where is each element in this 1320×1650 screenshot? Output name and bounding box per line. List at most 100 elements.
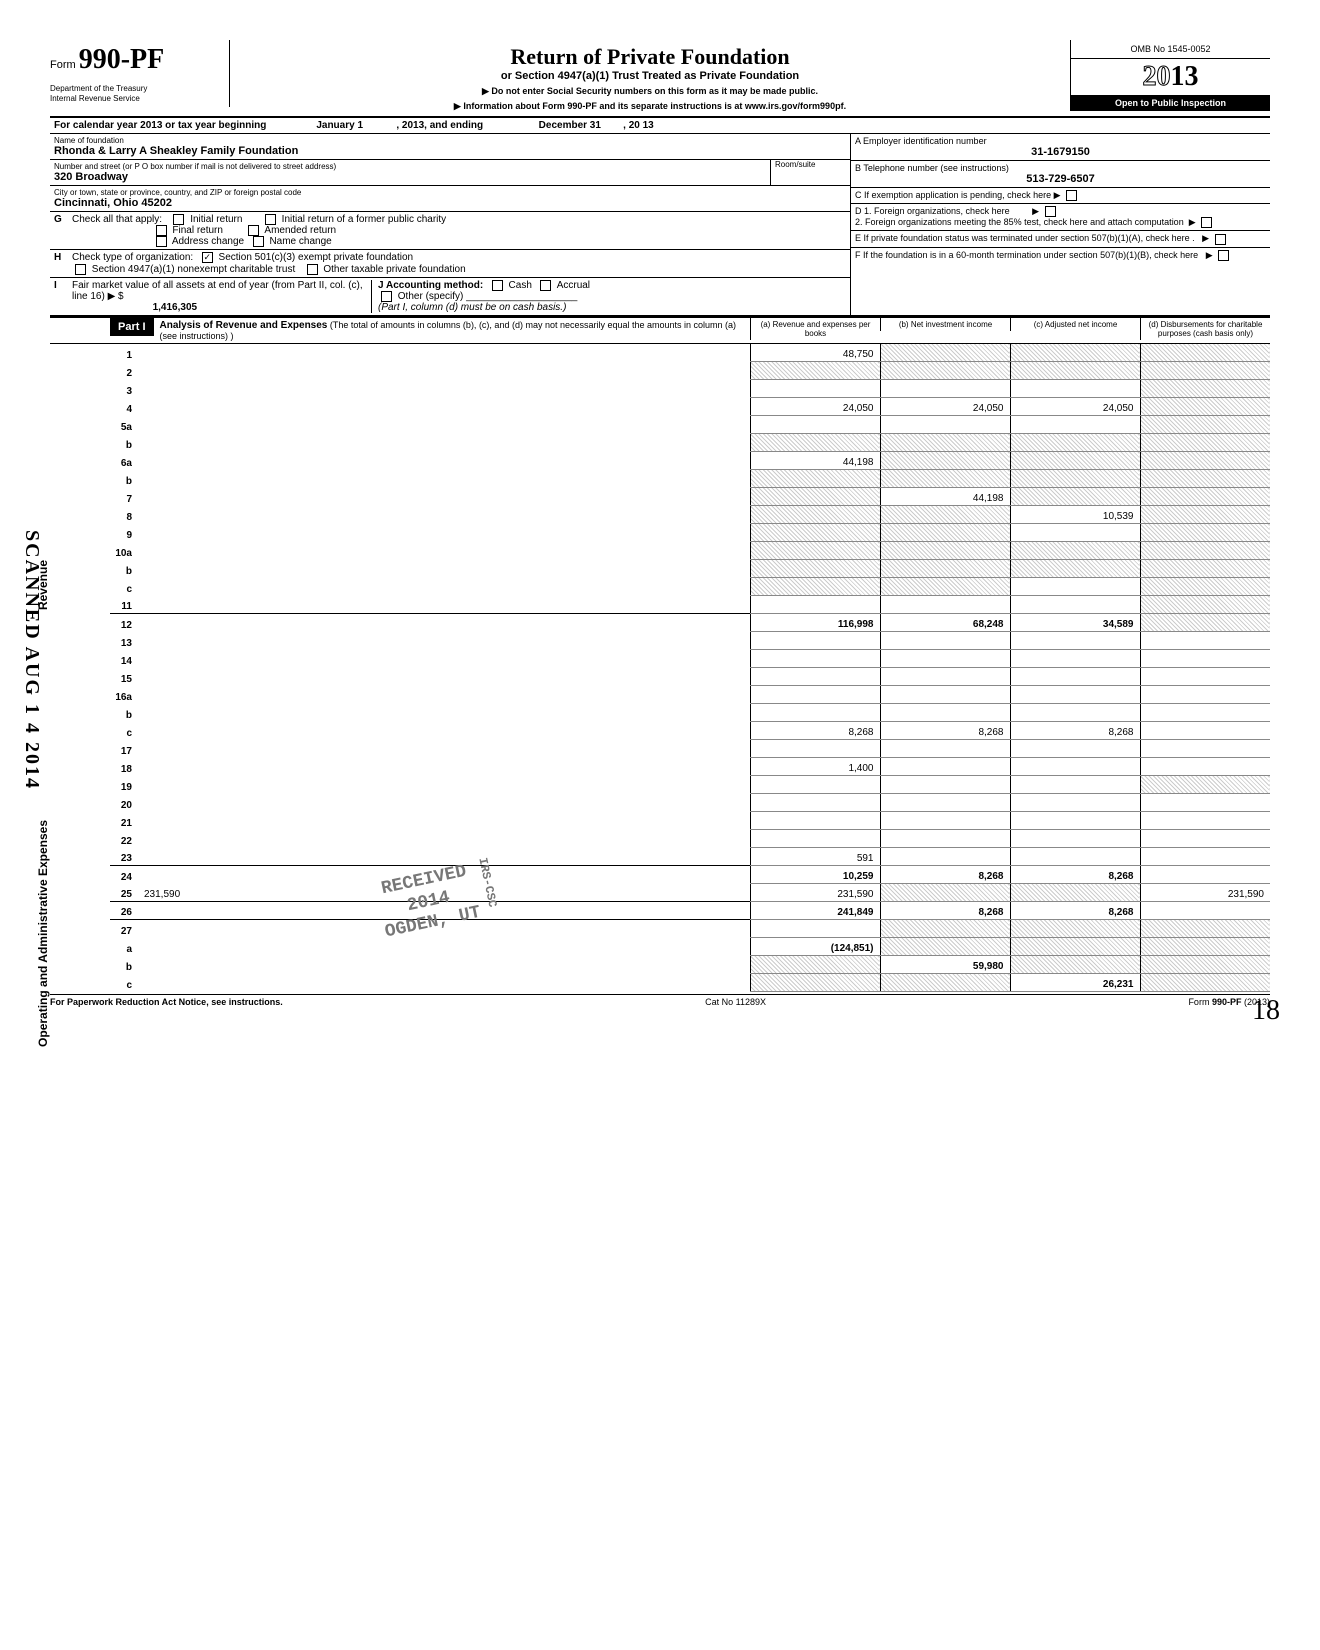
cb-addr-change[interactable]	[156, 236, 167, 247]
cb-501c3[interactable]: ✓	[202, 252, 213, 263]
h-opt2: Section 4947(a)(1) nonexempt charitable …	[92, 264, 295, 275]
line-description	[140, 488, 750, 506]
amount-cell	[750, 560, 880, 578]
line-number: 9	[110, 524, 140, 542]
amount-cell	[880, 938, 1010, 956]
cb-d2[interactable]	[1201, 217, 1212, 228]
line-description	[140, 848, 750, 866]
h-label: Check type of organization:	[72, 253, 193, 264]
cb-name-change[interactable]	[253, 236, 264, 247]
amount-cell	[1010, 362, 1140, 380]
line-description	[140, 362, 750, 380]
amount-cell: 59,980	[880, 956, 1010, 974]
amount-cell	[750, 740, 880, 758]
amount-cell	[1140, 614, 1270, 632]
amount-cell	[1010, 380, 1140, 398]
amount-cell: 44,198	[880, 488, 1010, 506]
cb-other-tax[interactable]	[307, 264, 318, 275]
amount-cell	[1010, 704, 1140, 722]
cb-e[interactable]	[1215, 234, 1226, 245]
line-number: 5a	[110, 416, 140, 434]
cb-final[interactable]	[156, 225, 167, 236]
line-description	[140, 632, 750, 650]
line-description	[140, 398, 750, 416]
line-number: c	[110, 974, 140, 992]
cb-accrual[interactable]	[540, 280, 551, 291]
amount-cell	[1140, 488, 1270, 506]
line-description	[140, 722, 750, 740]
amount-cell	[1010, 740, 1140, 758]
line-description	[140, 506, 750, 524]
amount-cell	[1010, 758, 1140, 776]
amount-cell	[750, 578, 880, 596]
amount-cell	[1140, 848, 1270, 866]
amount-cell: 44,198	[750, 452, 880, 470]
amount-cell	[880, 560, 1010, 578]
line-number: 15	[110, 668, 140, 686]
j-accrual: Accrual	[557, 280, 590, 291]
amount-cell	[1140, 398, 1270, 416]
line-description	[140, 542, 750, 560]
tax-year: 2013	[1071, 59, 1270, 95]
part1-table: 148,75023424,05024,05024,0505ab6a44,198b…	[110, 344, 1270, 993]
cb-f[interactable]	[1218, 250, 1229, 261]
h-letter: H	[54, 252, 72, 274]
j-block: J Accounting method: Cash Accrual Other …	[372, 280, 846, 313]
room-suite-label: Room/suite	[770, 160, 850, 185]
cb-cash[interactable]	[492, 280, 503, 291]
instr-ssn: ▶ Do not enter Social Security numbers o…	[238, 86, 1062, 97]
line-number: 12	[110, 614, 140, 632]
amount-cell	[750, 686, 880, 704]
amount-cell	[750, 596, 880, 614]
amount-cell	[1010, 830, 1140, 848]
amount-cell: 10,539	[1010, 506, 1140, 524]
amount-cell	[750, 470, 880, 488]
line-number: 14	[110, 650, 140, 668]
city-label: City or town, state or province, country…	[54, 188, 846, 197]
g-letter: G	[54, 214, 72, 247]
amount-cell	[880, 704, 1010, 722]
line-number: b	[110, 434, 140, 452]
amount-cell	[880, 542, 1010, 560]
cb-initial-former[interactable]	[265, 214, 276, 225]
cb-initial[interactable]	[173, 214, 184, 225]
amount-cell	[750, 776, 880, 794]
cal-begin: January 1	[316, 120, 363, 131]
cb-d1[interactable]	[1045, 206, 1056, 217]
amount-cell	[880, 830, 1010, 848]
line-number: 2	[110, 362, 140, 380]
j-note: (Part I, column (d) must be on cash basi…	[378, 302, 566, 313]
line-description: 231,590	[140, 884, 750, 902]
amount-cell: 591	[750, 848, 880, 866]
fmv-value: 1,416,305	[153, 302, 198, 313]
cb-other[interactable]	[381, 291, 392, 302]
line-description	[140, 650, 750, 668]
amount-cell	[1140, 668, 1270, 686]
amount-cell	[750, 488, 880, 506]
amount-cell	[1010, 434, 1140, 452]
amount-cell: 24,050	[1010, 398, 1140, 416]
amount-cell	[880, 596, 1010, 614]
g-opt3: Amended return	[264, 225, 336, 236]
amount-cell	[1010, 812, 1140, 830]
amount-cell	[750, 632, 880, 650]
amount-cell	[1140, 524, 1270, 542]
amount-cell	[1140, 650, 1270, 668]
f-label: F If the foundation is in a 60-month ter…	[855, 250, 1198, 260]
cal-end: December 31	[539, 120, 601, 131]
line-number: 6a	[110, 452, 140, 470]
amount-cell	[1010, 344, 1140, 362]
cb-amended[interactable]	[248, 225, 259, 236]
amount-cell	[750, 362, 880, 380]
form-label: Form	[50, 59, 76, 71]
amount-cell	[1140, 578, 1270, 596]
line-description	[140, 614, 750, 632]
cb-4947[interactable]	[75, 264, 86, 275]
line-number: 8	[110, 506, 140, 524]
amount-cell	[1140, 506, 1270, 524]
cb-c[interactable]	[1066, 190, 1077, 201]
part1-tag: Part I	[110, 318, 154, 336]
line-number: 1	[110, 344, 140, 362]
i-label: Fair market value of all assets at end o…	[72, 280, 363, 302]
amount-cell	[1010, 668, 1140, 686]
